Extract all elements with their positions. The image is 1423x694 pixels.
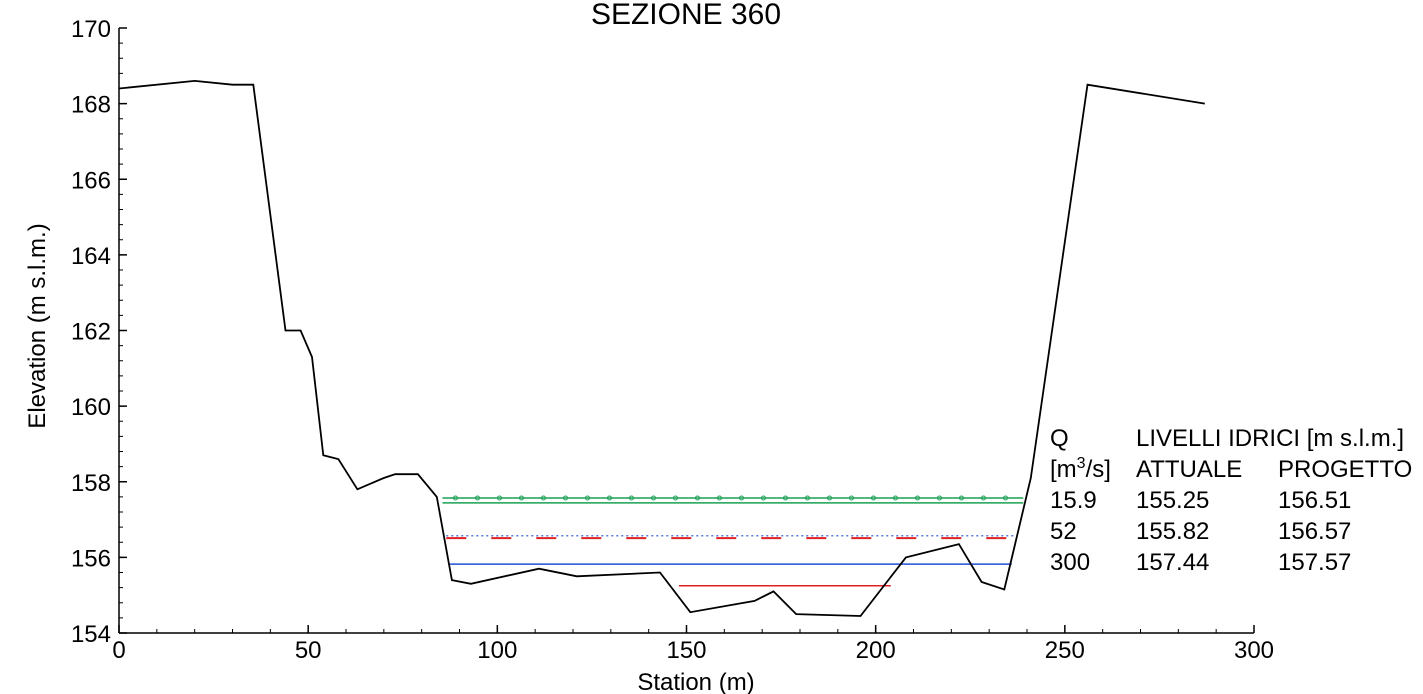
- y-tick-label: 156: [71, 545, 111, 572]
- water-level-marker: [804, 495, 810, 501]
- water-level-marker: [826, 495, 832, 501]
- table-header-levels: LIVELLI IDRICI [m s.l.m.]: [1136, 425, 1404, 452]
- water-level-marker: [628, 495, 634, 501]
- table-unit: [m3/s]: [1050, 455, 1111, 483]
- table-unit-sup: 3: [1077, 455, 1086, 472]
- table-progetto: 156.51: [1278, 487, 1351, 514]
- x-tick-label: 200: [856, 637, 896, 664]
- y-tick-label: 154: [71, 621, 111, 648]
- x-tick-label: 0: [112, 637, 125, 664]
- y-tick-label: 164: [71, 243, 111, 270]
- table-q: 300: [1050, 549, 1090, 576]
- x-tick-label: 250: [1045, 637, 1085, 664]
- x-tick-label: 150: [666, 637, 706, 664]
- table-progetto: 156.57: [1278, 518, 1351, 545]
- terrain-profile: [118, 79, 1205, 617]
- table-attuale: 157.44: [1136, 549, 1209, 576]
- water-level-marker: [914, 495, 920, 501]
- water-level-marker: [650, 495, 656, 501]
- x-tick-label: 100: [477, 637, 517, 664]
- water-level-marker: [782, 495, 788, 501]
- table-progetto: 157.57: [1278, 549, 1351, 576]
- x-axis-title: Station (m): [637, 669, 754, 694]
- water-level-marker: [958, 495, 964, 501]
- table-attuale: 155.25: [1136, 487, 1209, 514]
- y-tick-label: 158: [71, 470, 111, 497]
- chart-title: SEZIONE 360: [591, 0, 781, 31]
- water-level-marker: [892, 495, 898, 501]
- table-unit-main: [m: [1050, 456, 1077, 483]
- water-level-marker: [474, 495, 480, 501]
- terrain-line: [118, 79, 1205, 617]
- water-level-marker: [496, 495, 502, 501]
- water-level-marker: [936, 495, 942, 501]
- x-tick-label: 300: [1234, 637, 1274, 664]
- water-level-marker: [672, 495, 678, 501]
- y-ticks: 154 156 158 160 162 164 166 168 170: [71, 16, 127, 648]
- water-level-marker: [562, 495, 568, 501]
- level-table: Q LIVELLI IDRICI [m s.l.m.] [m3/s] ATTUA…: [1050, 425, 1412, 576]
- y-tick-label: 160: [71, 394, 111, 421]
- water-level-marker: [694, 495, 700, 501]
- water-level-marker: [870, 495, 876, 501]
- x-ticks: 0 50 100 150 200 250 300: [112, 625, 1274, 664]
- water-level-marker: [738, 495, 744, 501]
- table-header-q: Q: [1050, 425, 1069, 452]
- table-attuale: 155.82: [1136, 518, 1209, 545]
- water-level-marker: [980, 495, 986, 501]
- water-level-marker: [584, 495, 590, 501]
- y-tick-label: 170: [71, 16, 111, 43]
- water-level-marker: [716, 495, 722, 501]
- water-levels: [442, 495, 1024, 587]
- water-level-marker: [606, 495, 612, 501]
- y-tick-label: 166: [71, 167, 111, 194]
- water-level-marker: [760, 495, 766, 501]
- x-tick-label: 50: [295, 637, 322, 664]
- table-q: 52: [1050, 518, 1077, 545]
- table-q: 15.9: [1050, 487, 1097, 514]
- y-tick-label: 162: [71, 319, 111, 346]
- table-col-progetto: PROGETTO: [1278, 456, 1412, 483]
- y-tick-label: 168: [71, 92, 111, 119]
- table-unit-end: /s]: [1086, 456, 1111, 483]
- y-axis-title: Elevation (m s.l.m.): [24, 223, 51, 428]
- water-level-marker: [518, 495, 524, 501]
- water-level-marker: [848, 495, 854, 501]
- water-level-marker: [540, 495, 546, 501]
- water-level-marker: [1002, 495, 1008, 501]
- table-col-attuale: ATTUALE: [1136, 456, 1242, 483]
- water-level-marker: [452, 495, 458, 501]
